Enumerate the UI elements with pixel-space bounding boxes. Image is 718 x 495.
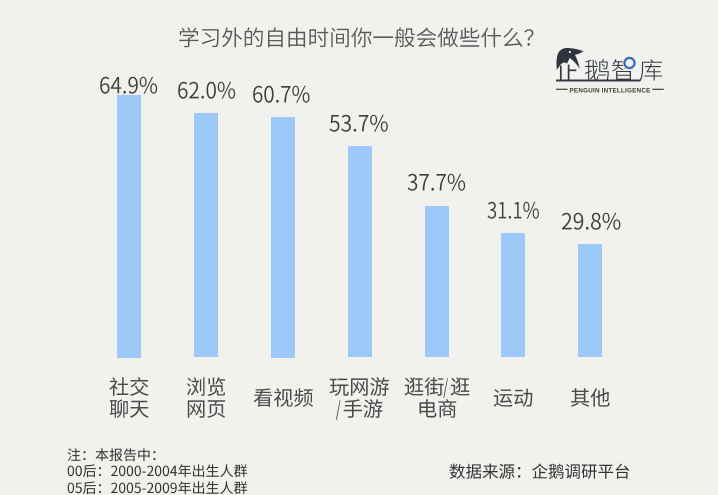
- svg-text:PENGUIN INTELLIGENCE: PENGUIN INTELLIGENCE: [569, 87, 650, 94]
